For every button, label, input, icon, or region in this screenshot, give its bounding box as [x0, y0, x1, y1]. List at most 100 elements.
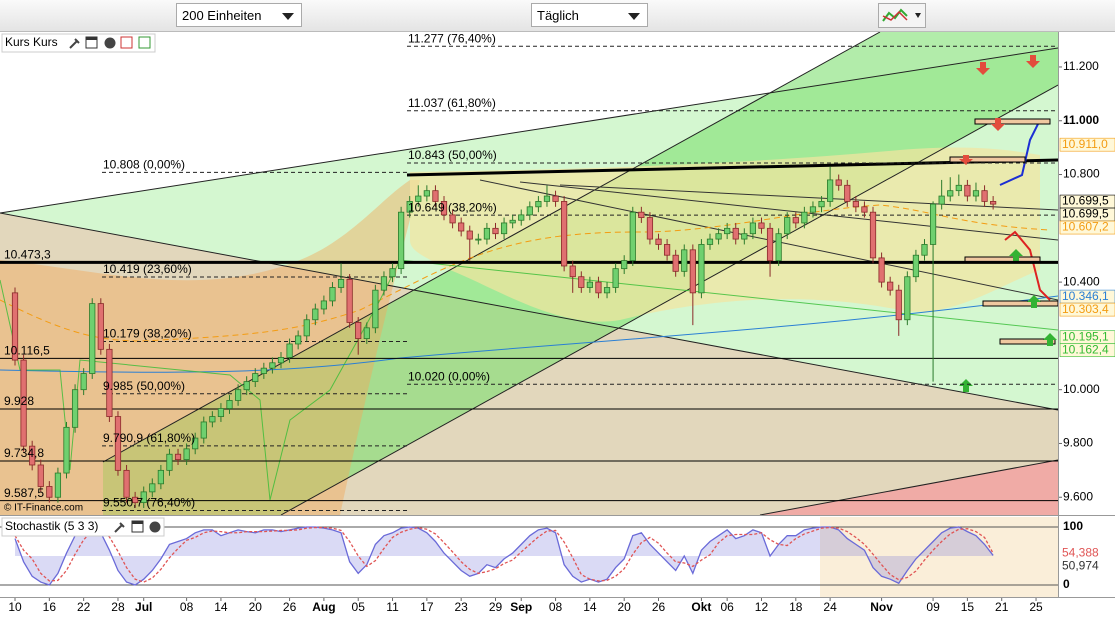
candle-body — [355, 322, 362, 339]
y-tick-label: 9.800 — [1063, 436, 1093, 450]
last-value-label: 54,388 — [1062, 546, 1099, 560]
candle-body — [758, 222, 765, 229]
x-tick-label: 10 — [8, 600, 22, 614]
fib-label: 11.277 (76,40%) — [408, 32, 496, 45]
candle-body — [389, 268, 396, 278]
fib-label: 10.843 (50,00%) — [408, 148, 497, 162]
candle-body — [929, 203, 937, 245]
candle-body — [114, 416, 122, 471]
fib-label: 10.808 (0,00%) — [103, 158, 185, 172]
candle-body — [741, 233, 748, 240]
candle-body — [217, 408, 225, 417]
candle-body — [621, 260, 628, 270]
panel-icons[interactable] — [69, 36, 151, 49]
candle-body — [329, 287, 336, 302]
candle-body — [106, 348, 113, 417]
candle-body — [449, 214, 456, 224]
x-tick-label: 24 — [823, 600, 837, 614]
candle-body — [97, 303, 104, 350]
candle-body — [509, 219, 516, 224]
sell-arrows — [959, 55, 1040, 165]
candle-body — [775, 233, 782, 261]
x-tick-label: Sep — [510, 600, 532, 614]
candle-body — [29, 445, 36, 466]
x-tick-label: 14 — [214, 600, 228, 614]
candle-body — [243, 381, 250, 391]
candle-body — [844, 184, 851, 202]
fib-label: 10.649 (38,20%) — [408, 200, 497, 214]
last-value-label: 10.699,5 — [1062, 194, 1109, 208]
stoch-layer — [0, 517, 1058, 597]
x-tick-label: Aug — [312, 600, 335, 614]
x-tick-label: 20 — [618, 600, 632, 614]
candle-body — [492, 227, 499, 235]
watermark — [820, 517, 1058, 597]
support-label: 9.928 — [4, 394, 34, 408]
last-value-label: 50,974 — [1062, 559, 1099, 573]
x-tick-label: 29 — [489, 600, 503, 614]
x-tick-label: 17 — [420, 600, 434, 614]
candle-body — [123, 469, 130, 498]
candle-body — [672, 254, 679, 272]
x-tick-label: 21 — [995, 600, 1009, 614]
candle-body — [904, 276, 911, 321]
trend-line — [759, 459, 1058, 515]
candle-body — [827, 179, 834, 202]
candle-body — [415, 195, 422, 202]
candle-body — [552, 195, 559, 202]
x-tick-label: 11 — [386, 600, 399, 614]
candle-body — [200, 421, 207, 439]
trend-line — [0, 47, 1058, 214]
x-tick-label: 22 — [77, 600, 91, 614]
x-tick-label: Jul — [135, 600, 152, 614]
x-tick-label: 08 — [180, 600, 194, 614]
last-value-label: 10.607,2 — [1062, 220, 1109, 234]
candle-body — [912, 254, 920, 278]
candle-body — [380, 276, 388, 291]
candle-body — [166, 453, 173, 471]
moving-average — [0, 204, 1051, 342]
candle-body — [398, 211, 405, 270]
candle-body — [192, 437, 199, 450]
candle-body — [63, 426, 70, 474]
candle-body — [252, 373, 259, 383]
candle-body — [372, 289, 379, 329]
x-tick-label: 16 — [43, 600, 57, 614]
candle-body — [561, 201, 568, 267]
moving-average — [0, 295, 1058, 373]
candle-body — [921, 244, 928, 256]
candle-body — [595, 281, 602, 294]
chart-type-button[interactable] — [878, 3, 926, 28]
candle-body — [612, 268, 619, 288]
candle-body — [89, 303, 96, 374]
candle-body — [603, 287, 611, 294]
candle-body — [303, 319, 310, 337]
units-dropdown[interactable]: 200 Einheiten — [176, 3, 302, 27]
x-tick-label: 23 — [454, 600, 468, 614]
candle-body — [11, 292, 19, 361]
candle-body — [646, 217, 654, 240]
candle-body — [500, 222, 508, 235]
candle-body — [406, 201, 413, 213]
x-tick-label: Nov — [870, 600, 893, 614]
trend-line — [0, 212, 1058, 411]
x-tick-label: 12 — [755, 600, 769, 614]
candle-body — [578, 276, 585, 288]
candle-body — [655, 238, 662, 245]
interval-dropdown[interactable]: Täglich — [531, 3, 648, 27]
support-label: 10.473,3 — [4, 248, 51, 262]
candle-body — [295, 335, 302, 345]
candle-body — [80, 373, 87, 391]
candle-body — [346, 279, 353, 323]
candle-body — [269, 362, 276, 369]
fib-label: 9.550,7 (76,40%) — [103, 496, 195, 510]
candle-body — [766, 227, 774, 261]
panel-icons[interactable] — [114, 520, 161, 533]
trend-line — [280, 84, 1058, 515]
x-tick-label: 18 — [789, 600, 803, 614]
candle-body — [526, 206, 533, 216]
candle-body — [312, 308, 319, 321]
candle-body — [363, 327, 370, 339]
candle-body — [320, 300, 327, 310]
